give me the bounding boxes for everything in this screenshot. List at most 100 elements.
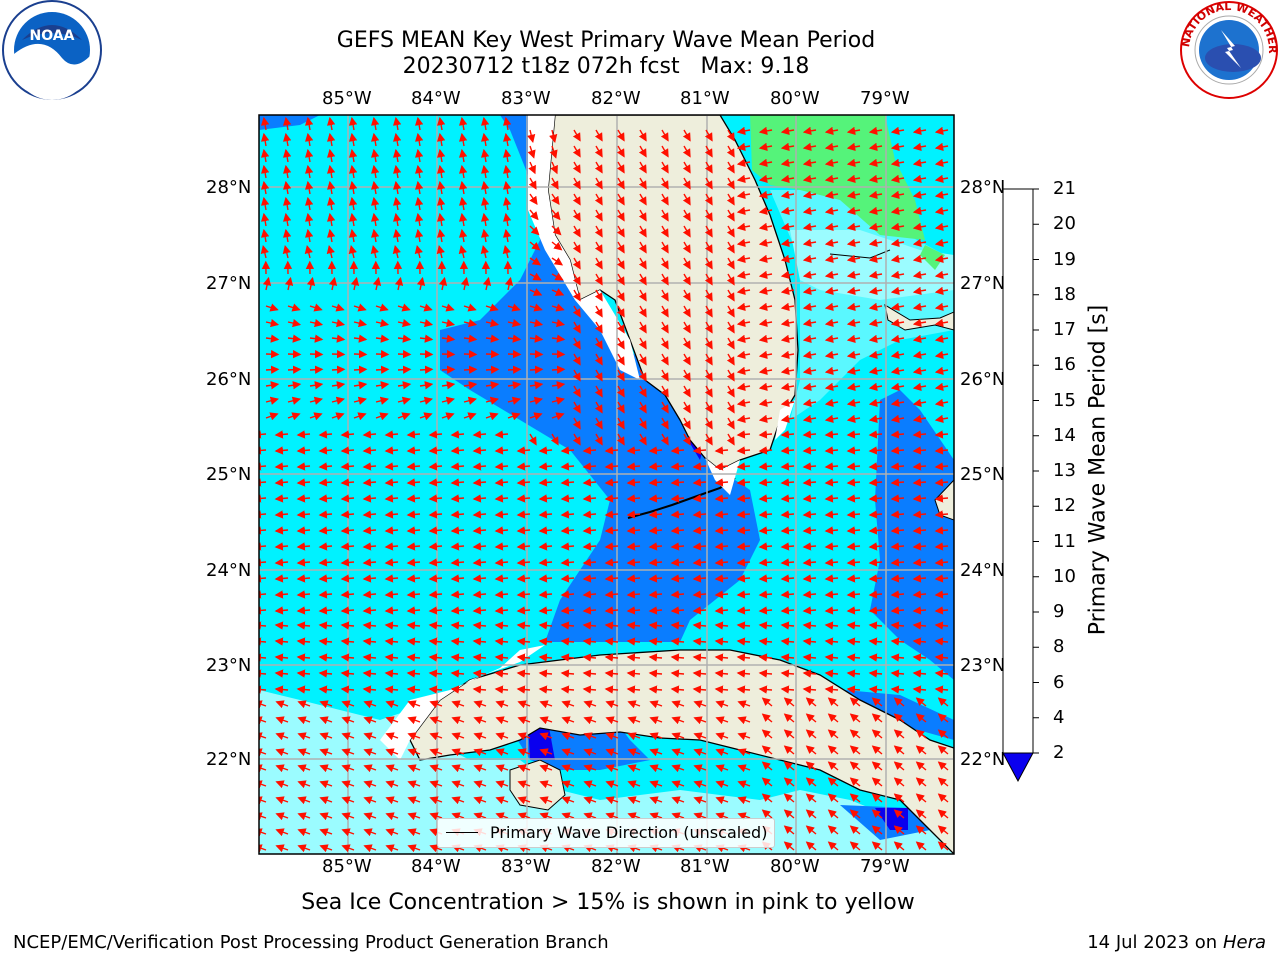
wave-arrow bbox=[282, 196, 292, 211]
wave-arrow bbox=[692, 574, 707, 583]
wave-arrow bbox=[259, 462, 267, 471]
wave-arrow bbox=[934, 669, 949, 678]
wave-arrow bbox=[594, 145, 603, 158]
wave-arrow bbox=[502, 132, 512, 147]
wave-arrow bbox=[648, 558, 663, 567]
wave-arrow bbox=[912, 574, 927, 583]
wave-arrow bbox=[726, 161, 735, 174]
wave-arrow bbox=[846, 637, 861, 646]
wave-arrow bbox=[561, 780, 575, 789]
wave-arrow bbox=[660, 145, 669, 158]
wave-arrow bbox=[370, 164, 380, 179]
wave-arrow bbox=[726, 193, 735, 206]
wave-arrow bbox=[912, 637, 927, 646]
wave-arrow bbox=[626, 510, 641, 519]
wave-arrow bbox=[384, 637, 399, 646]
wave-arrow bbox=[846, 669, 861, 678]
wave-arrow bbox=[736, 126, 751, 136]
wave-arrow bbox=[660, 289, 669, 302]
wave-arrow bbox=[890, 494, 905, 503]
wave-arrow bbox=[516, 558, 531, 567]
wave-arrow bbox=[384, 430, 399, 439]
wave-arrow bbox=[348, 244, 357, 259]
wave-arrow bbox=[736, 510, 751, 519]
wave-arrow bbox=[890, 637, 905, 646]
wave-arrow bbox=[419, 381, 434, 390]
wave-arrow bbox=[605, 748, 619, 757]
wave-arrow bbox=[824, 558, 839, 567]
wave-arrow bbox=[824, 350, 839, 360]
wave-arrow bbox=[561, 748, 575, 757]
wave-arrow bbox=[638, 353, 647, 366]
wave-arrow bbox=[274, 542, 289, 551]
wave-arrow bbox=[326, 164, 336, 179]
wave-arrow bbox=[528, 161, 536, 175]
wave-arrow bbox=[704, 385, 713, 398]
wave-arrow bbox=[912, 478, 927, 487]
wave-arrow bbox=[649, 780, 663, 789]
wave-arrow bbox=[551, 225, 562, 236]
wave-arrow bbox=[353, 303, 367, 312]
wave-arrow bbox=[551, 257, 564, 266]
wave-arrow bbox=[890, 366, 905, 376]
wave-arrow bbox=[912, 174, 927, 184]
wave-arrow bbox=[458, 212, 468, 227]
wave-arrow bbox=[758, 382, 773, 392]
wave-arrow bbox=[262, 276, 272, 291]
wave-arrow bbox=[626, 494, 641, 503]
wave-arrow bbox=[494, 462, 509, 471]
wave-arrow bbox=[392, 212, 402, 227]
wave-arrow bbox=[472, 430, 487, 439]
wave-arrow bbox=[384, 574, 399, 583]
wave-arrow bbox=[758, 653, 773, 662]
wave-arrow bbox=[761, 745, 773, 755]
wave-arrow bbox=[472, 542, 487, 551]
wave-arrow bbox=[529, 412, 543, 421]
wave-arrow bbox=[824, 222, 839, 232]
wave-arrow bbox=[284, 276, 294, 291]
wave-arrow bbox=[868, 222, 883, 232]
wave-arrow bbox=[890, 542, 905, 551]
wave-arrow bbox=[370, 228, 380, 243]
wave-arrow bbox=[363, 828, 377, 837]
wave-arrow bbox=[605, 764, 619, 773]
wave-arrow bbox=[318, 606, 333, 615]
wave-arrow bbox=[370, 148, 380, 163]
wave-arrow bbox=[890, 590, 905, 599]
wave-arrow bbox=[912, 653, 927, 662]
wave-arrow bbox=[604, 510, 619, 519]
wave-arrow bbox=[660, 241, 669, 254]
wave-arrow bbox=[626, 542, 641, 551]
wave-arrow bbox=[297, 828, 311, 837]
wave-arrow bbox=[846, 414, 861, 424]
wave-arrow bbox=[340, 621, 355, 630]
wave-arrow bbox=[934, 398, 949, 408]
wave-arrow bbox=[384, 653, 399, 662]
wave-arrow bbox=[671, 716, 685, 725]
wave-arrow bbox=[846, 621, 861, 630]
colorbar-label: Primary Wave Mean Period [s] bbox=[1085, 304, 1111, 636]
wave-arrow bbox=[780, 430, 795, 439]
wave-arrow bbox=[463, 396, 477, 405]
wave-arrow bbox=[915, 729, 927, 739]
wave-arrow bbox=[802, 621, 817, 630]
wave-arrow bbox=[529, 303, 543, 312]
wave-arrow bbox=[429, 732, 443, 741]
wave-arrow bbox=[912, 190, 927, 200]
wave-arrow bbox=[704, 209, 713, 222]
wave-arrow bbox=[761, 729, 773, 739]
wave-arrow bbox=[605, 812, 619, 821]
wave-arrow bbox=[824, 270, 839, 280]
wave-arrow bbox=[626, 606, 641, 615]
wave-arrow bbox=[406, 685, 421, 694]
wave-arrow bbox=[890, 142, 905, 152]
wave-arrow bbox=[868, 462, 883, 471]
wave-arrow bbox=[846, 382, 861, 392]
wave-arrow bbox=[868, 318, 883, 328]
wave-arrow bbox=[450, 430, 465, 439]
wave-arrow bbox=[406, 637, 421, 646]
wave-arrow bbox=[296, 510, 311, 519]
wave-arrow bbox=[912, 462, 927, 471]
wave-arrow bbox=[480, 196, 490, 211]
wave-arrow bbox=[934, 302, 949, 312]
